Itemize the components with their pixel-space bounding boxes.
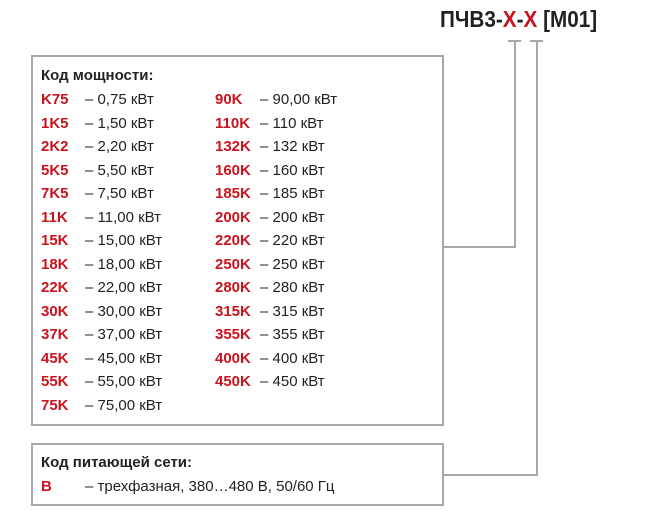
power-code: 400K	[215, 349, 251, 367]
power-code-desc: – 90,00 кВт	[260, 91, 338, 108]
power-code-desc: – 37,00 кВт	[85, 326, 163, 343]
power-code-desc: – 0,75 кВт	[85, 91, 154, 108]
network-code-placeholder: X	[523, 6, 538, 32]
power-code-desc: – 315 кВт	[260, 302, 325, 320]
power-code-desc: – 45,00 кВт	[85, 349, 163, 367]
power-code-placeholder: X	[502, 6, 517, 32]
power-code-desc: – 250 кВт	[260, 255, 325, 273]
connector-horizontal-2	[443, 474, 538, 476]
power-code: 185K	[215, 185, 251, 202]
power-code: K75	[41, 91, 69, 108]
power-code: 37K	[41, 326, 69, 343]
power-code-desc: – 2,20 кВт	[85, 138, 154, 155]
power-code: 5K5	[41, 161, 69, 179]
power-code: 18K	[41, 255, 69, 273]
power-code: 250K	[215, 255, 251, 273]
power-code: 110K	[215, 114, 251, 132]
power-code: 45K	[41, 349, 69, 367]
model-suffix: [M01]	[537, 6, 598, 32]
power-code-desc: – 30,00 кВт	[85, 302, 163, 320]
power-code: 1K5	[41, 114, 69, 132]
power-code-desc: – 185 кВт	[260, 185, 325, 202]
connector-vertical-1	[514, 40, 516, 248]
power-code-desc: – 110 кВт	[260, 114, 324, 132]
model-code-title: ПЧВ3-X-X [M01]	[440, 6, 597, 33]
power-code-desc: – 5,50 кВт	[85, 161, 154, 179]
network-code: B	[41, 478, 52, 495]
power-code-desc: – 22,00 кВт	[85, 279, 163, 296]
power-code: 132K	[215, 138, 251, 155]
model-prefix: ПЧВ3-	[440, 6, 503, 32]
power-code-desc: – 200 кВт	[260, 208, 325, 226]
power-code: 22K	[41, 279, 69, 296]
power-code: 90K	[215, 91, 243, 108]
power-code-header: Код мощности:	[41, 67, 154, 84]
network-code-header: Код питающей сети:	[41, 454, 193, 471]
power-code: 355K	[215, 326, 251, 343]
power-code: 2K2	[41, 138, 69, 155]
power-code: 280K	[215, 279, 251, 296]
power-code: 7K5	[41, 185, 69, 202]
separator: -	[516, 6, 524, 32]
power-code-desc: – 18,00 кВт	[85, 255, 163, 273]
power-code-desc: – 55,00 кВт	[85, 373, 163, 390]
power-code-box: Код мощности: K75 – 0,75 кВт 1K5 – 1,50 кВт…	[31, 55, 444, 426]
power-code: 160K	[215, 161, 251, 179]
network-code-box: Код питающей сети: B – трехфазная, 380…4…	[31, 443, 444, 506]
network-code-desc: – трехфазная, 380…480 В, 50/60 Гц	[85, 478, 335, 495]
power-code: 30K	[41, 302, 69, 320]
power-code-desc: – 75,00 кВт	[85, 396, 163, 414]
power-code-desc: – 160 кВт	[260, 161, 325, 179]
power-code: 15K	[41, 232, 69, 249]
power-code-desc: – 450 кВт	[260, 373, 325, 390]
power-code: 220K	[215, 232, 251, 249]
power-code: 450K	[215, 373, 251, 390]
power-code-desc: – 132 кВт	[260, 138, 325, 155]
power-code: 315K	[215, 302, 251, 320]
power-code: 75K	[41, 396, 69, 414]
power-code-desc: – 11,00 кВт	[85, 208, 162, 226]
power-code-desc: – 220 кВт	[260, 232, 325, 249]
power-code-desc: – 15,00 кВт	[85, 232, 163, 249]
power-code-desc: – 280 кВт	[260, 279, 325, 296]
power-code-desc: – 400 кВт	[260, 349, 325, 367]
power-code: 55K	[41, 373, 69, 390]
power-code-desc: – 1,50 кВт	[85, 114, 154, 132]
power-code: 200K	[215, 208, 251, 226]
power-code: 11K	[41, 208, 68, 226]
power-code-desc: – 355 кВт	[260, 326, 325, 343]
power-code-desc: – 7,50 кВт	[85, 185, 154, 202]
connector-vertical-2	[536, 40, 538, 476]
connector-horizontal-1	[443, 246, 516, 248]
